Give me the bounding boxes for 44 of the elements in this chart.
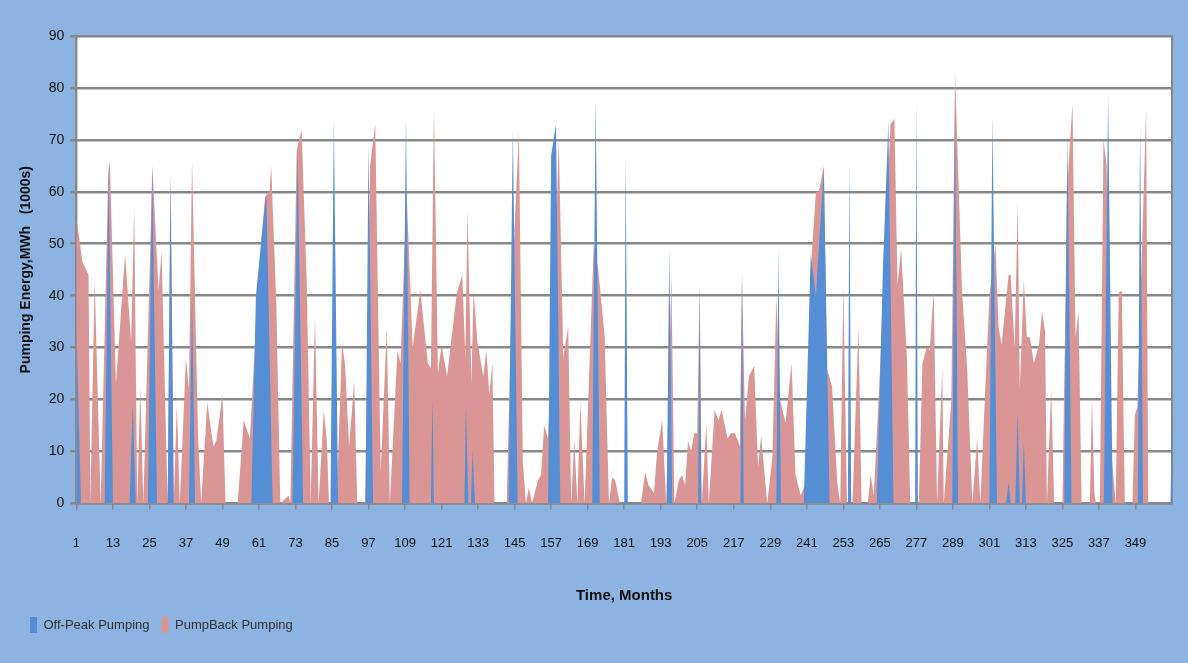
y-tick-label: 50 [48, 234, 65, 251]
y-tick-label: 20 [48, 390, 65, 407]
x-tick-label: 1 [72, 534, 80, 550]
x-tick-label: 169 [576, 534, 599, 550]
x-tick-label: 337 [1088, 534, 1110, 550]
y-tick-label: 0 [56, 494, 65, 511]
y-tick-label: 10 [48, 442, 65, 459]
x-tick-label: 109 [394, 534, 416, 550]
x-tick-label: 181 [613, 534, 636, 550]
x-tick-label: 301 [978, 534, 1001, 550]
x-tick-label: 157 [540, 534, 562, 550]
y-tick-label: 90 [48, 26, 65, 43]
x-tick-label: 265 [868, 534, 891, 550]
x-tick-label: 49 [215, 534, 230, 550]
x-tick-label: 121 [430, 534, 453, 550]
x-tick-label: 13 [105, 534, 121, 550]
x-tick-label: 229 [759, 534, 782, 550]
x-axis-title: Time, Months [575, 586, 673, 604]
x-tick-label: 217 [722, 534, 745, 550]
x-tick-label: 349 [1124, 534, 1147, 550]
x-tick-label: 37 [178, 534, 194, 550]
x-tick-label: 97 [361, 534, 376, 550]
x-tick-label: 61 [251, 534, 267, 550]
x-tick-label: 313 [1015, 534, 1037, 550]
x-tick-label: 25 [142, 534, 157, 550]
y-tick-label: 80 [48, 78, 65, 95]
legend-label: Off-Peak Pumping [43, 616, 150, 632]
x-tick-label: 253 [832, 534, 855, 550]
x-tick-label: 241 [795, 534, 818, 550]
x-tick-label: 205 [686, 534, 709, 550]
y-axis-title: Pumping Energy,MWh (1000s) [17, 165, 34, 374]
y-tick-label: 70 [48, 130, 65, 147]
x-tick-label: 325 [1051, 534, 1074, 550]
y-tick-label: 30 [48, 338, 65, 355]
y-tick-label: 40 [48, 286, 65, 303]
y-tick-label: 60 [48, 182, 65, 199]
x-tick-label: 193 [649, 534, 672, 550]
x-tick-label: 277 [905, 534, 928, 550]
x-tick-label: 145 [503, 534, 526, 550]
x-tick-label: 133 [467, 534, 489, 550]
legend-label: PumpBack Pumping [174, 616, 293, 632]
x-tick-label: 85 [324, 534, 340, 550]
x-tick-label: 289 [942, 534, 964, 550]
x-tick-label: 73 [288, 534, 303, 550]
